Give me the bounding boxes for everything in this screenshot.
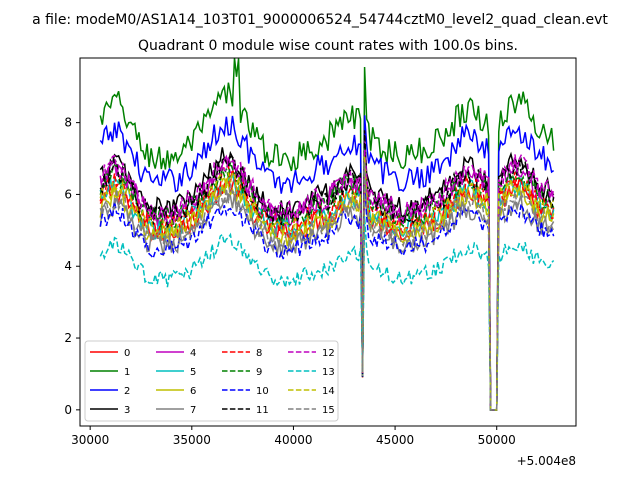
legend-label-6: 6: [190, 386, 196, 397]
legend-label-4: 4: [190, 348, 196, 359]
figure-suptitle: a file: modeM0/AS1A14_103T01_9000006524_…: [32, 12, 608, 28]
legend-label-9: 9: [256, 367, 262, 378]
legend-box: [84, 340, 339, 422]
x-tick-label: 40000: [274, 433, 312, 447]
x-offset-text: +5.004e8: [517, 454, 576, 468]
legend-label-14: 14: [322, 386, 335, 397]
legend-label-7: 7: [190, 405, 196, 416]
x-tick-label: 50000: [478, 433, 516, 447]
x-tick-label: 30000: [71, 433, 109, 447]
series-line-1: [99, 58, 555, 411]
y-tick-label: 6: [64, 187, 72, 201]
series-line-2: [99, 115, 555, 411]
legend-label-13: 13: [322, 367, 335, 378]
y-tick-label: 2: [64, 331, 72, 345]
legend-label-12: 12: [322, 348, 335, 359]
legend-label-11: 11: [256, 405, 269, 416]
series-line-10: [99, 171, 555, 411]
series-line-15: [99, 161, 555, 411]
x-axis: 30000 35000 40000 45000 50000: [71, 426, 516, 447]
y-tick-label: 8: [64, 116, 72, 130]
series-line-14: [99, 156, 554, 411]
series-line-13: [99, 216, 555, 411]
axes-frame: [79, 57, 577, 427]
legend-label-1: 1: [124, 367, 130, 378]
legend-label-10: 10: [256, 386, 269, 397]
legend-label-5: 5: [190, 367, 196, 378]
legend-label-3: 3: [124, 405, 130, 416]
legend-label-8: 8: [256, 348, 262, 359]
chart-title: Quadrant 0 module wise count rates with …: [138, 38, 518, 54]
series-lines: [99, 58, 555, 411]
x-tick-label: 45000: [376, 433, 414, 447]
series-line-12: [100, 149, 555, 411]
series-line-11: [99, 130, 555, 411]
y-tick-label: 4: [64, 259, 72, 273]
legend-label-2: 2: [124, 386, 130, 397]
y-tick-label: 0: [64, 403, 72, 417]
y-axis: 0 2 4 6 8: [64, 116, 80, 417]
legend-label-0: 0: [124, 348, 130, 359]
plot-area: [79, 57, 577, 427]
x-tick-label: 35000: [173, 433, 211, 447]
legend-label-15: 15: [322, 405, 335, 416]
